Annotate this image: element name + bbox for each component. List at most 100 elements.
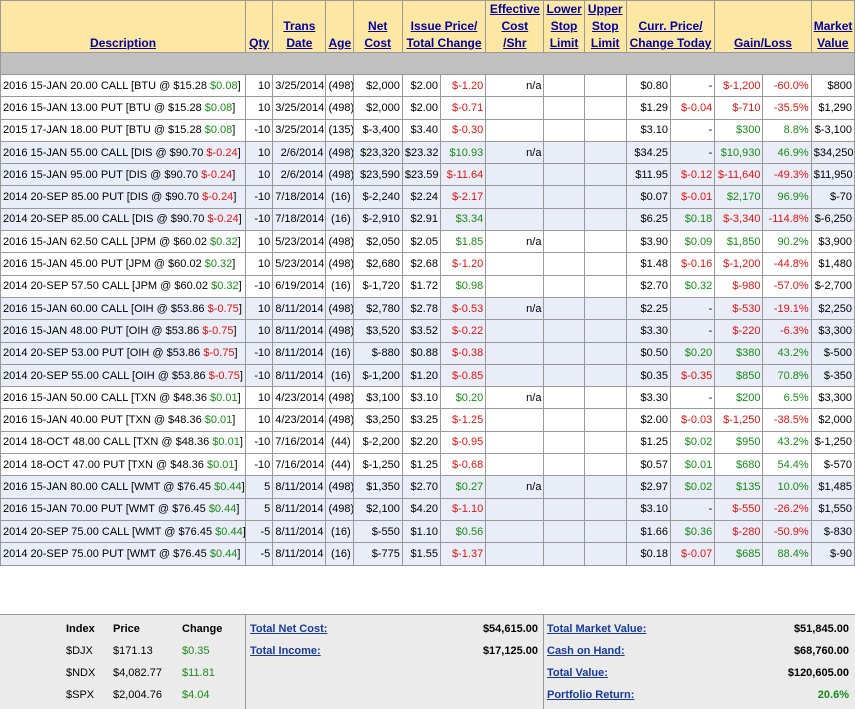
position-trans-date: 8/11/2014	[272, 519, 327, 544]
position-gain-loss: $2,170	[714, 185, 764, 209]
position-curr-price: $0.18	[625, 542, 672, 566]
header-age[interactable]: Age	[325, 0, 354, 53]
total-market-value-link[interactable]: Total Market Value:	[547, 623, 647, 635]
position-qty: 5	[245, 475, 274, 499]
position-description: 2014 18-OCT 47.00 PUT [TXN @ $48.36 $0.0…	[0, 453, 247, 477]
position-age: (135)	[325, 118, 354, 142]
position-total-change: $-1.37	[439, 542, 487, 566]
position-row[interactable]: 2016 15-JAN 13.00 PUT [BTU @ $15.28 $0.0…	[0, 96, 855, 120]
position-effective-cost	[485, 96, 545, 120]
position-row[interactable]: 2014 20-SEP 55.00 CALL [OIH @ $53.86 $-0…	[0, 363, 855, 388]
position-market-value: $2,250	[810, 296, 855, 321]
position-market-value: $-3,100	[810, 118, 855, 142]
position-total-change: $-0.68	[439, 453, 487, 477]
header-upper-stop[interactable]: Upper Stop Limit	[583, 0, 627, 53]
position-effective-cost: n/a	[485, 230, 545, 254]
position-curr-price: $1.25	[625, 430, 672, 455]
position-gain-loss-pct: -49.3%	[762, 163, 812, 187]
position-qty: -10	[245, 207, 274, 232]
position-row[interactable]: 2016 15-JAN 50.00 CALL [TXN @ $48.36 $0.…	[0, 386, 855, 410]
position-change-today: $-0.07	[670, 542, 716, 566]
position-market-value: $-90	[810, 542, 855, 566]
total-income-link[interactable]: Total Income:	[250, 645, 321, 657]
position-row[interactable]: 2016 15-JAN 62.50 CALL [JPM @ $60.02 $0.…	[0, 230, 855, 254]
position-net-cost: $-1,200	[352, 363, 403, 388]
position-total-change: $-0.22	[439, 319, 487, 343]
position-trans-date: 8/11/2014	[272, 497, 327, 521]
cash-on-hand-link[interactable]: Cash on Hand:	[547, 645, 625, 657]
position-row[interactable]: 2014 20-SEP 75.00 CALL [WMT @ $76.45 $0.…	[0, 519, 855, 544]
price-header-label: Price	[113, 623, 140, 635]
header-issue-price[interactable]: Issue Price/Total Change	[401, 0, 487, 53]
position-trans-date: 2/6/2014	[272, 163, 327, 187]
position-row[interactable]: 2016 15-JAN 20.00 CALL [BTU @ $15.28 $0.…	[0, 73, 855, 98]
position-row[interactable]: 2014 20-SEP 75.00 PUT [WMT @ $76.45 $0.4…	[0, 542, 855, 566]
position-gain-loss: $1,850	[714, 230, 764, 254]
position-row[interactable]: 2016 15-JAN 55.00 CALL [DIS @ $90.70 $-0…	[0, 140, 855, 165]
total-net-cost-link[interactable]: Total Net Cost:	[250, 623, 328, 635]
position-gain-loss: $-11,640	[714, 163, 764, 187]
position-row[interactable]: 2014 20-SEP 85.00 CALL [DIS @ $90.70 $-0…	[0, 207, 855, 232]
position-market-value: $-350	[810, 363, 855, 388]
position-upper-stop	[583, 118, 627, 142]
position-description: 2016 15-JAN 95.00 PUT [DIS @ $90.70 $-0.…	[0, 163, 247, 187]
position-change-today: -	[670, 497, 716, 521]
position-qty: -10	[245, 274, 274, 298]
position-row[interactable]: 2016 15-JAN 95.00 PUT [DIS @ $90.70 $-0.…	[0, 163, 855, 187]
position-row[interactable]: 2014 20-SEP 85.00 PUT [DIS @ $90.70 $-0.…	[0, 185, 855, 209]
header-lower-stop[interactable]: Lower Stop Limit	[543, 0, 585, 53]
position-age: (498)	[325, 96, 354, 120]
index-change: $0.35	[182, 645, 210, 657]
position-qty: -5	[245, 542, 274, 566]
position-market-value: $2,000	[810, 408, 855, 432]
position-market-value: $3,900	[810, 230, 855, 254]
position-upper-stop	[583, 363, 627, 388]
position-trans-date: 7/16/2014	[272, 453, 327, 477]
change-header-label: Change	[182, 623, 223, 635]
position-upper-stop	[583, 341, 627, 365]
header-effective-cost[interactable]: Effective Cost/Shr	[485, 0, 545, 53]
position-lower-stop	[543, 386, 585, 410]
position-row[interactable]: 2014 18-OCT 48.00 CALL [TXN @ $48.36 $0.…	[0, 430, 855, 455]
position-age: (498)	[325, 296, 354, 321]
position-row[interactable]: 2016 15-JAN 45.00 PUT [JPM @ $60.02 $0.3…	[0, 252, 855, 276]
position-curr-price: $1.29	[625, 96, 672, 120]
position-row[interactable]: 2016 15-JAN 80.00 CALL [WMT @ $76.45 $0.…	[0, 475, 855, 499]
position-age: (498)	[325, 230, 354, 254]
index-price: $171.13	[113, 645, 153, 657]
header-curr-price[interactable]: Curr. Price/Change Today	[625, 0, 716, 53]
header-trans-date[interactable]: Trans Date	[272, 0, 327, 53]
position-trans-date: 7/18/2014	[272, 185, 327, 209]
position-row[interactable]: 2016 15-JAN 60.00 CALL [OIH @ $53.86 $-0…	[0, 296, 855, 321]
position-gain-loss: $-220	[714, 319, 764, 343]
position-row[interactable]: 2014 18-OCT 47.00 PUT [TXN @ $48.36 $0.0…	[0, 453, 855, 477]
position-issue-price: $2.20	[401, 430, 442, 455]
position-gain-loss-pct: -57.0%	[762, 274, 812, 298]
position-description: 2016 15-JAN 50.00 CALL [TXN @ $48.36 $0.…	[0, 386, 247, 410]
header-description[interactable]: Description	[0, 0, 247, 53]
header-qty[interactable]: Qty	[245, 0, 274, 53]
position-curr-price: $34.25	[625, 140, 672, 165]
position-market-value: $3,300	[810, 386, 855, 410]
position-effective-cost	[485, 163, 545, 187]
position-net-cost: $2,000	[352, 73, 403, 98]
position-net-cost: $2,000	[352, 96, 403, 120]
total-value-link[interactable]: Total Value:	[547, 667, 608, 679]
position-gain-loss: $-1,250	[714, 408, 764, 432]
header-gain-loss[interactable]: Gain/Loss	[714, 0, 812, 53]
position-row[interactable]: 2016 15-JAN 48.00 PUT [OIH @ $53.86 $-0.…	[0, 319, 855, 343]
position-age: (16)	[325, 207, 354, 232]
header-market-value[interactable]: Market Value	[810, 0, 855, 53]
position-gain-loss-pct: 43.2%	[762, 341, 812, 365]
position-row[interactable]: 2014 20-SEP 57.50 CALL [JPM @ $60.02 $0.…	[0, 274, 855, 298]
position-curr-price: $3.90	[625, 230, 672, 254]
portfolio-return-link[interactable]: Portfolio Return:	[547, 689, 635, 701]
header-net-cost[interactable]: Net Cost	[352, 0, 403, 53]
position-row[interactable]: 2014 20-SEP 53.00 PUT [OIH @ $53.86 $-0.…	[0, 341, 855, 365]
index-symbol: $SPX	[66, 689, 95, 701]
position-row[interactable]: 2016 15-JAN 70.00 PUT [WMT @ $76.45 $0.4…	[0, 497, 855, 521]
position-row[interactable]: 2016 15-JAN 40.00 PUT [TXN @ $48.36 $0.0…	[0, 408, 855, 432]
position-total-change: $0.56	[439, 519, 487, 544]
position-total-change: $3.34	[439, 207, 487, 232]
position-row[interactable]: 2015 17-JAN 18.00 PUT [BTU @ $15.28 $0.0…	[0, 118, 855, 142]
